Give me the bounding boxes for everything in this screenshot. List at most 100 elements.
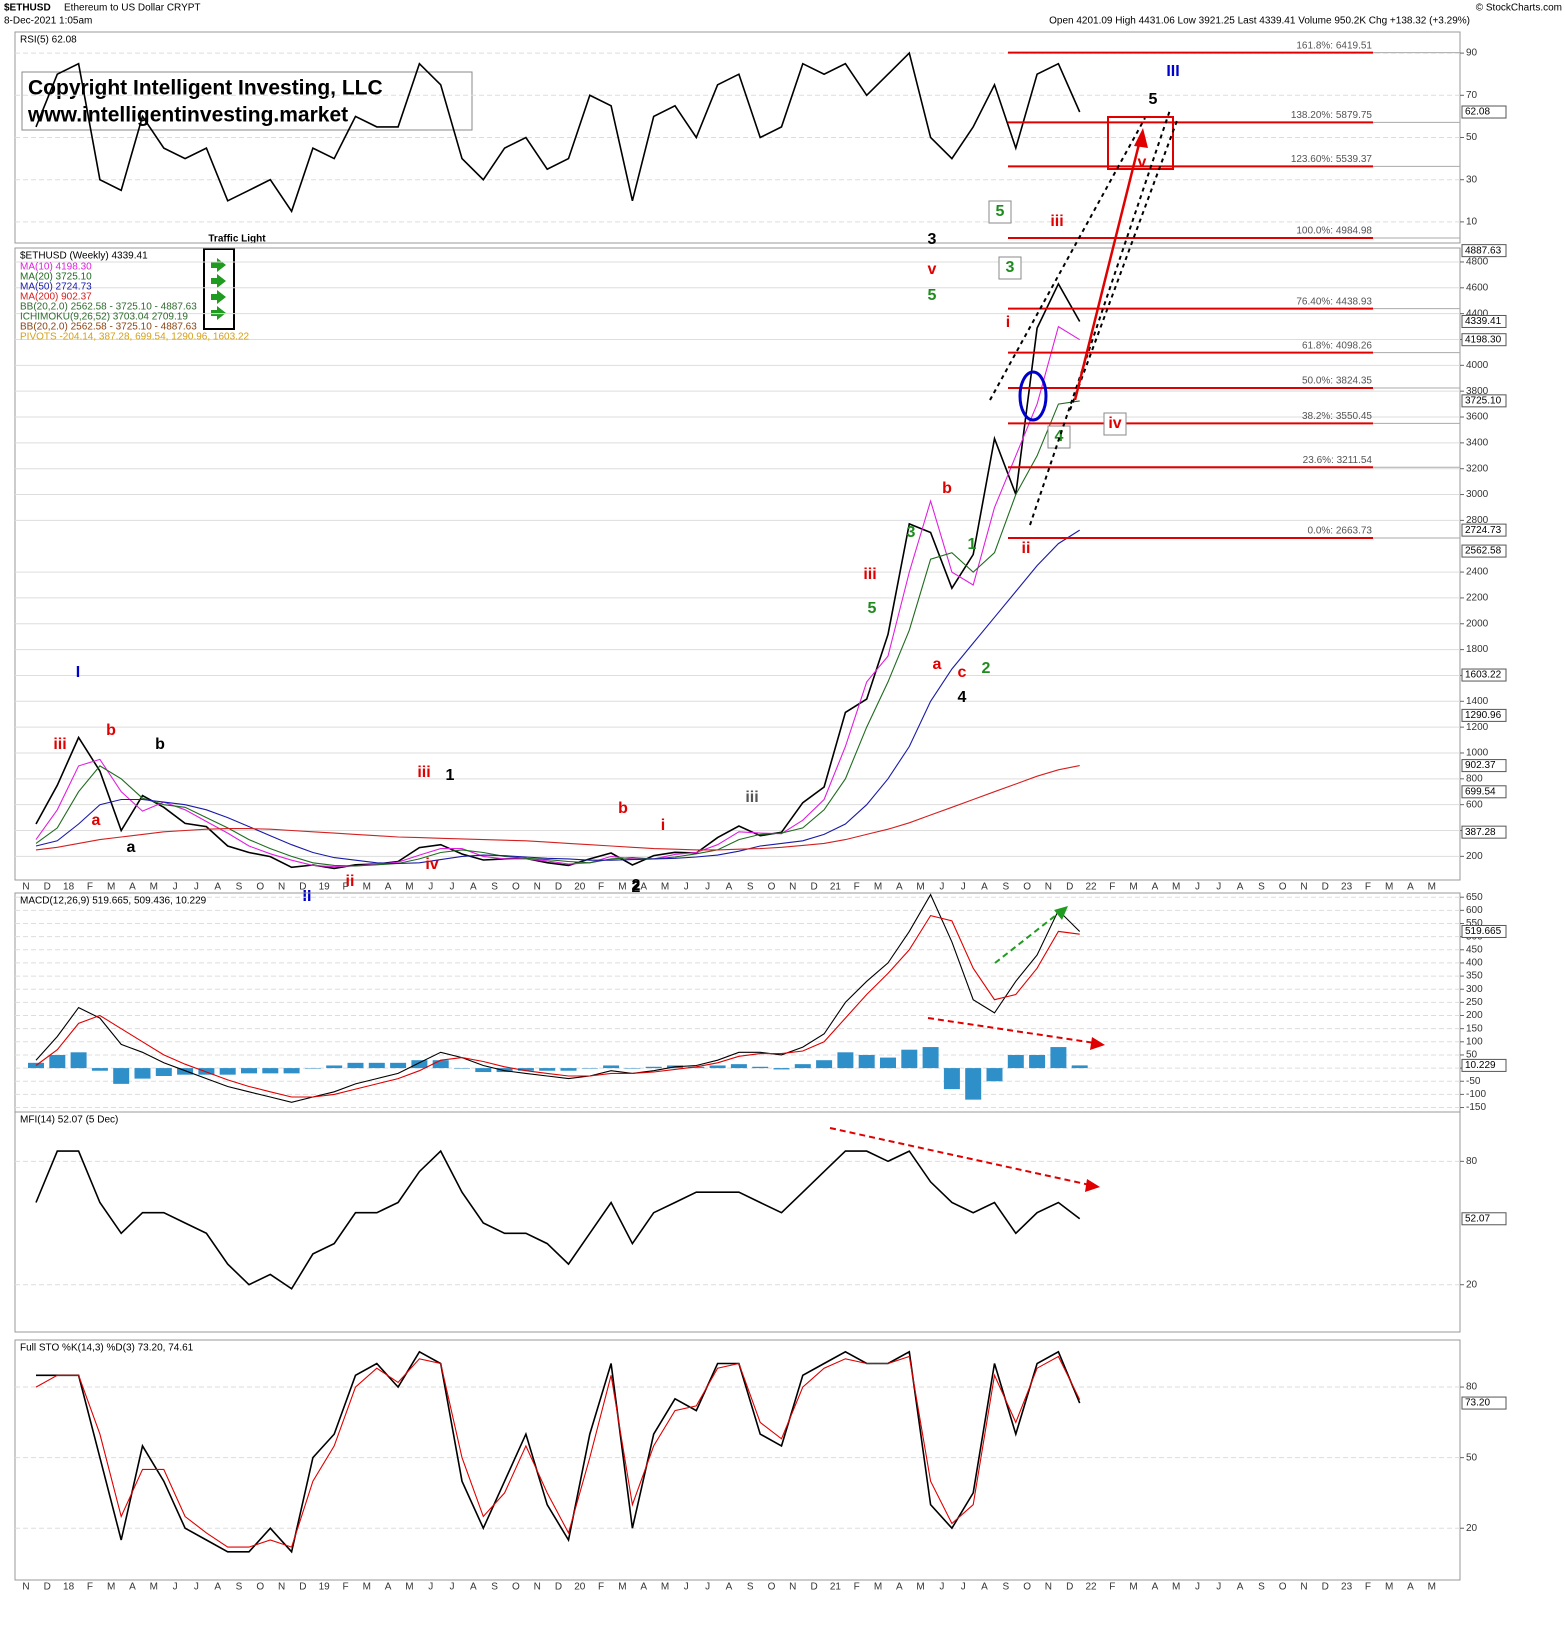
y-tick-label: 4400 <box>1466 308 1489 319</box>
y-tick-label: 200 <box>1466 1010 1483 1021</box>
y-tick-label: 20 <box>1466 1523 1478 1534</box>
value-tag-label: 62.08 <box>1465 107 1490 118</box>
histogram-bar <box>283 1068 300 1074</box>
value-tag <box>1461 333 1507 347</box>
wave-label: 4 <box>958 689 967 706</box>
x-tick-label: J <box>194 1582 199 1593</box>
histogram-bar <box>539 1068 556 1071</box>
histogram-bar <box>794 1064 811 1069</box>
wave-label: iii <box>417 764 430 781</box>
wave-label: iii <box>863 566 876 583</box>
x-tick-label: N <box>1045 882 1052 893</box>
arrow-head <box>1134 128 1148 148</box>
x-tick-label: A <box>1237 1582 1244 1593</box>
histogram-bar <box>326 1065 343 1069</box>
x-tick-label: N <box>789 882 796 893</box>
x-tick-label: D <box>1066 1582 1073 1593</box>
value-tag-label: 902.37 <box>1465 760 1496 771</box>
wave-label: III <box>1166 63 1179 80</box>
x-tick-label: O <box>512 1582 520 1593</box>
histogram-bar <box>517 1068 534 1071</box>
x-tick-label: M <box>874 882 882 893</box>
y-tick-label: -150 <box>1466 1102 1486 1113</box>
panel-title: MACD(12,26,9) 519.665, 509.436, 10.229 <box>20 896 207 907</box>
value-tag <box>1461 394 1507 408</box>
y-tick-label: 400 <box>1466 958 1483 969</box>
y-tick-label: 350 <box>1466 971 1483 982</box>
y-tick-label: 3600 <box>1466 412 1489 423</box>
y-tick-label: 4600 <box>1466 282 1489 293</box>
x-tick-label: A <box>385 882 392 893</box>
wave-label: iii <box>53 736 66 753</box>
x-tick-label: M <box>1385 882 1393 893</box>
target-arrow <box>1073 139 1142 401</box>
wave-label: a <box>127 839 136 856</box>
histogram-bar <box>49 1054 66 1069</box>
watermark: Copyright Intelligent Investing, LLC <box>28 77 383 100</box>
x-tick-label: D <box>1066 882 1073 893</box>
x-tick-label: D <box>555 882 562 893</box>
wave-label: 5 <box>868 600 877 617</box>
wave-label: 3 <box>907 524 916 541</box>
series-line <box>35 529 1080 865</box>
y-tick-label: 800 <box>1466 773 1483 784</box>
trend-arrow <box>994 911 1061 964</box>
x-tick-label: 23 <box>1341 1582 1353 1593</box>
x-tick-label: J <box>684 1582 689 1593</box>
x-tick-label: A <box>640 882 647 893</box>
value-tag <box>1461 523 1507 537</box>
date: 8-Dec-2021 1:05am <box>4 16 92 27</box>
histogram-bar <box>262 1068 279 1074</box>
wave-label: iii <box>745 789 758 806</box>
x-tick-label: M <box>916 882 924 893</box>
watermark: www.intelligentinvesting.market <box>27 104 348 127</box>
y-tick-label: 650 <box>1466 892 1483 903</box>
histogram-bar <box>773 1068 790 1070</box>
y-tick-label: 4800 <box>1466 257 1489 268</box>
wave-label: 1 <box>968 536 977 553</box>
x-tick-label: D <box>555 1582 562 1593</box>
description: Ethereum to US Dollar CRYPT <box>64 3 201 14</box>
traffic-light <box>203 248 235 330</box>
symbol: $ETHUSD <box>4 3 51 14</box>
wave-label: iii <box>1050 213 1063 230</box>
wave-label: b <box>155 736 165 753</box>
arrow-head <box>1090 1037 1105 1050</box>
panel-title: MFI(14) 52.07 (5 Dec) <box>20 1115 118 1126</box>
y-tick-label: 2200 <box>1466 593 1489 604</box>
x-tick-label: N <box>534 882 541 893</box>
x-tick-label: A <box>129 882 136 893</box>
x-tick-label: 22 <box>1085 882 1097 893</box>
histogram-bar <box>837 1052 854 1069</box>
y-tick-label: 70 <box>1466 90 1478 101</box>
x-tick-label: O <box>256 882 264 893</box>
wave-label: a <box>92 812 101 829</box>
histogram-bar <box>411 1060 428 1069</box>
series-line <box>35 400 1080 867</box>
x-tick-label: N <box>534 1582 541 1593</box>
x-tick-label: D <box>810 1582 817 1593</box>
y-tick-label: 150 <box>1466 1023 1483 1034</box>
plot-layer: 10 30 50 70 90 RSI(5) 62.08 62.08 200 400 600 800 1… <box>14 31 1507 1593</box>
x-tick-label: O <box>256 1582 264 1593</box>
channel-line <box>1029 109 1171 526</box>
watermark-box <box>21 71 473 131</box>
y-tick-label: 3000 <box>1466 489 1489 500</box>
y-tick-label: 2400 <box>1466 567 1489 578</box>
value-tag <box>1461 105 1507 119</box>
arrow-head <box>1085 1179 1100 1192</box>
x-tick-label: A <box>1407 1582 1414 1593</box>
x-tick-label: N <box>789 1582 796 1593</box>
fib-label: 38.2%: 3550.45 <box>1302 411 1372 422</box>
panel-title: Full STO %K(14,3) %D(3) 73.20, 74.61 <box>20 1343 194 1354</box>
x-tick-label: M <box>916 1582 924 1593</box>
y-tick-label: 1400 <box>1466 696 1489 707</box>
wave-label: 3 <box>1006 259 1015 276</box>
y-tick-label: 3200 <box>1466 463 1489 474</box>
y-tick-label: 2800 <box>1466 515 1489 526</box>
y-tick-label: 3400 <box>1466 437 1489 448</box>
x-tick-label: D <box>44 1582 51 1593</box>
wave-box <box>1047 425 1071 449</box>
series-line <box>36 1350 1081 1554</box>
